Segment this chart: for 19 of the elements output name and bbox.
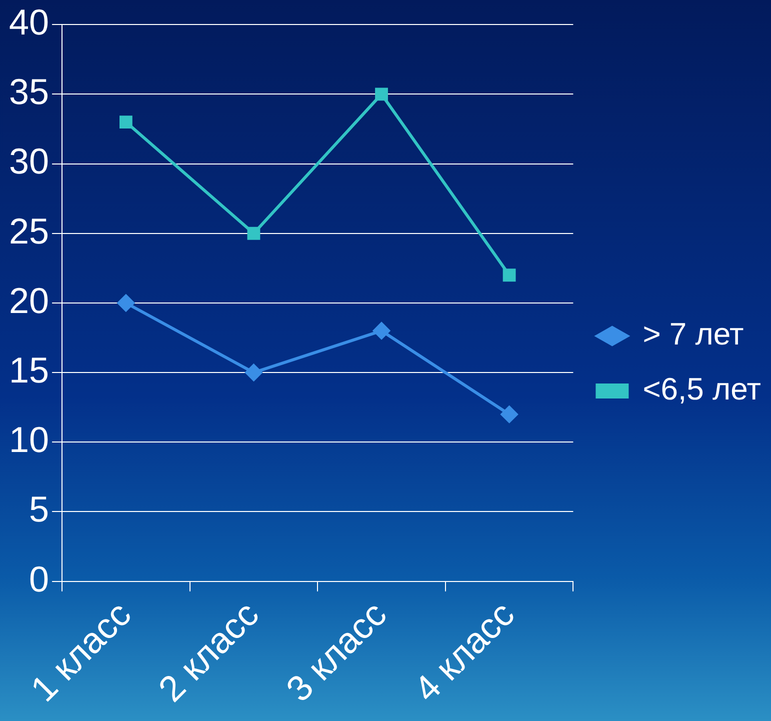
y-tick-label: 30 [8,140,50,182]
point [375,88,388,101]
point [245,364,262,382]
y-tick-label: 35 [8,71,50,112]
y-tick-label: 0 [29,558,50,600]
point [502,268,516,282]
y-tick-label: 40 [8,2,50,43]
y-tick-label: 25 [8,210,50,252]
point [119,116,132,128]
legend-label: > 7 лет [642,316,744,352]
point [117,294,134,312]
legend-label: <6,5 лет [642,372,762,407]
point [373,322,390,340]
point [500,406,518,423]
point [247,226,260,240]
y-tick-label: 15 [8,349,50,390]
y-tick-label: 5 [29,488,50,530]
y-tick-label: 20 [8,280,50,321]
y-tick-label: 10 [8,419,50,460]
